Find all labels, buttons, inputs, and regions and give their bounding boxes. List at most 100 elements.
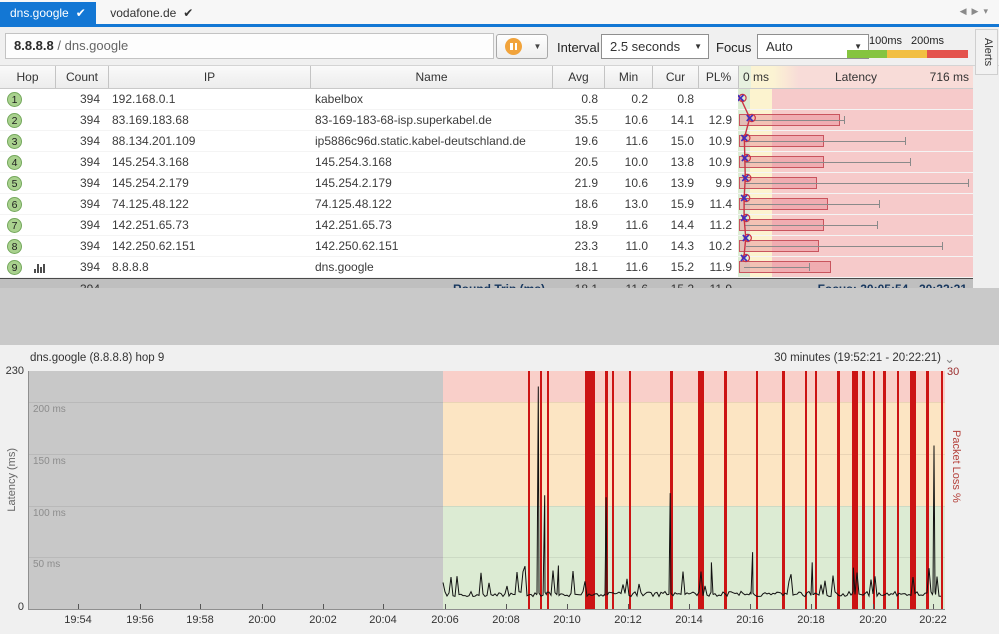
cell-min: 10.6 [604,110,648,130]
cell-name: 74.125.48.122 [315,194,392,214]
tab-scroll-arrows[interactable]: ◀▶▾ [960,6,993,17]
cell-cur: 15.2 [652,257,694,277]
timeline-plot-area[interactable]: 200 ms150 ms100 ms50 ms [28,371,945,610]
graph-title: dns.google (8.8.8.8) hop 9 [30,352,164,364]
table-row-hop-9[interactable]: 93948.8.8.8dns.google18.111.615.211.9 [0,257,973,278]
cell-count: 394 [55,194,100,214]
cell-cur: 14.1 [652,110,694,130]
table-row-hop-5[interactable]: 5394145.254.2.179145.254.2.17921.910.613… [0,173,973,194]
cell-avg: 18.9 [552,215,598,235]
cell-ip: 192.168.0.1 [112,89,175,109]
cell-name: 145.254.2.179 [315,173,392,193]
x-tick-mark [323,604,324,609]
legend-100ms-label: 100ms [869,35,902,47]
table-body: 1394192.168.0.1kabelbox0.80.20.8239483.1… [0,89,973,278]
table-row-hop-4[interactable]: 4394145.254.3.168145.254.3.16820.510.013… [0,152,973,173]
latency-graph-cell [738,173,973,193]
cell-avg: 23.3 [552,236,598,256]
y-axis-max: 230 [0,365,24,377]
col-header-latency[interactable]: 0 ms Latency 716 ms [738,66,973,88]
whisker-end-tick [879,200,880,208]
pingplotter-window: { "tabs": [ {"label": "dns.google", "act… [0,0,999,634]
hop-number-badge: 6 [7,197,22,212]
legend-200ms-label: 200ms [911,35,944,47]
x-tick-label: 20:16 [736,614,764,626]
x-tick-mark [445,604,446,609]
table-row-hop-7[interactable]: 7394142.251.65.73142.251.65.7318.911.614… [0,215,973,236]
cell-cur: 14.3 [652,236,694,256]
col-header-avg[interactable]: Avg [552,66,604,88]
pause-dropdown-button[interactable]: ▼ [528,34,548,59]
whisker-end-tick [877,221,878,229]
packet-loss-bar [724,371,727,609]
col-header-pl[interactable]: PL% [698,66,738,88]
latency-graph-cell [738,257,973,277]
cell-pl: 10.9 [698,152,732,172]
alerts-side-tab[interactable]: Alerts [975,29,998,75]
hop-number-badge: 4 [7,155,22,170]
cell-min: 10.6 [604,173,648,193]
cell-cur: 14.4 [652,215,694,235]
tab-vodafone-de[interactable]: vodafone.de ✔ [100,2,203,24]
col-header-hop[interactable]: Hop [0,66,55,88]
chevron-down-icon[interactable]: ⌄ [944,351,955,367]
latency-graph-cell [738,89,973,109]
cell-min: 10.0 [604,152,648,172]
packet-loss-bar [629,371,631,609]
x-tick-mark [689,604,690,609]
cell-count: 394 [55,215,100,235]
x-tick-mark [200,604,201,609]
col-header-count[interactable]: Count [55,66,108,88]
pause-button[interactable] [496,34,531,59]
legend-red-segment [927,50,968,58]
interval-label: Interval [557,40,600,55]
table-row-hop-2[interactable]: 239483.169.183.6883-169-183-68-isp.super… [0,110,973,131]
col-header-name[interactable]: Name [310,66,552,88]
cell-ip: 145.254.3.168 [112,152,189,172]
tab-bar: dns.google ✔ vodafone.de ✔ ◀▶▾ [0,0,999,24]
col-header-min[interactable]: Min [604,66,652,88]
latency-scale-min: 0 ms [743,66,769,88]
hop-number-badge: 1 [7,92,22,107]
latency-axis-label: Latency (ms) [6,448,18,512]
cell-ip: 8.8.8.8 [112,257,149,277]
hop-number-badge: 9 [7,260,22,275]
target-separator: / [54,38,65,53]
table-row-hop-3[interactable]: 339488.134.201.109ip5886c96d.static.kabe… [0,131,973,152]
x-tick-label: 20:10 [553,614,581,626]
table-row-hop-8[interactable]: 8394142.250.62.151142.250.62.15123.311.0… [0,236,973,257]
cell-ip: 142.250.62.151 [112,236,195,256]
packet-loss-bar [897,371,899,609]
x-tick-label: 20:02 [309,614,337,626]
col-header-cur[interactable]: Cur [652,66,698,88]
whisker-end-tick [968,179,969,187]
cell-cur: 13.9 [652,173,694,193]
col-header-ip[interactable]: IP [108,66,310,88]
interval-select[interactable]: 2.5 seconds ▼ [601,34,709,59]
target-ip: 8.8.8.8 [14,38,54,53]
latency-graph-cell [738,110,973,130]
cell-name: dns.google [315,257,374,277]
checkmark-icon: ✔ [183,6,193,20]
cell-avg: 0.8 [552,89,598,109]
cell-pl: 9.9 [698,173,732,193]
cell-name: ip5886c96d.static.kabel-deutschland.de [315,131,526,151]
cell-min: 11.6 [604,257,648,277]
cell-avg: 21.9 [552,173,598,193]
x-tick-label: 20:14 [675,614,703,626]
packet-loss-bar [528,371,530,609]
hop-number-badge: 5 [7,176,22,191]
packet-loss-bar [862,371,865,609]
hop-number-badge: 7 [7,218,22,233]
x-tick-label: 20:12 [614,614,642,626]
x-tick-mark [873,604,874,609]
table-row-hop-6[interactable]: 639474.125.48.12274.125.48.12218.613.015… [0,194,973,215]
x-tick-mark [78,604,79,609]
target-address-input[interactable]: 8.8.8.8 / dns.google [5,33,494,59]
table-row-hop-1[interactable]: 1394192.168.0.1kabelbox0.80.20.8 [0,89,973,110]
cell-min: 13.0 [604,194,648,214]
time-range-selector[interactable]: 30 minutes (19:52:21 - 20:22:21) [774,352,941,364]
lower-panel-background [0,288,999,345]
tab-dns-google[interactable]: dns.google ✔ [0,2,96,24]
cell-avg: 18.6 [552,194,598,214]
